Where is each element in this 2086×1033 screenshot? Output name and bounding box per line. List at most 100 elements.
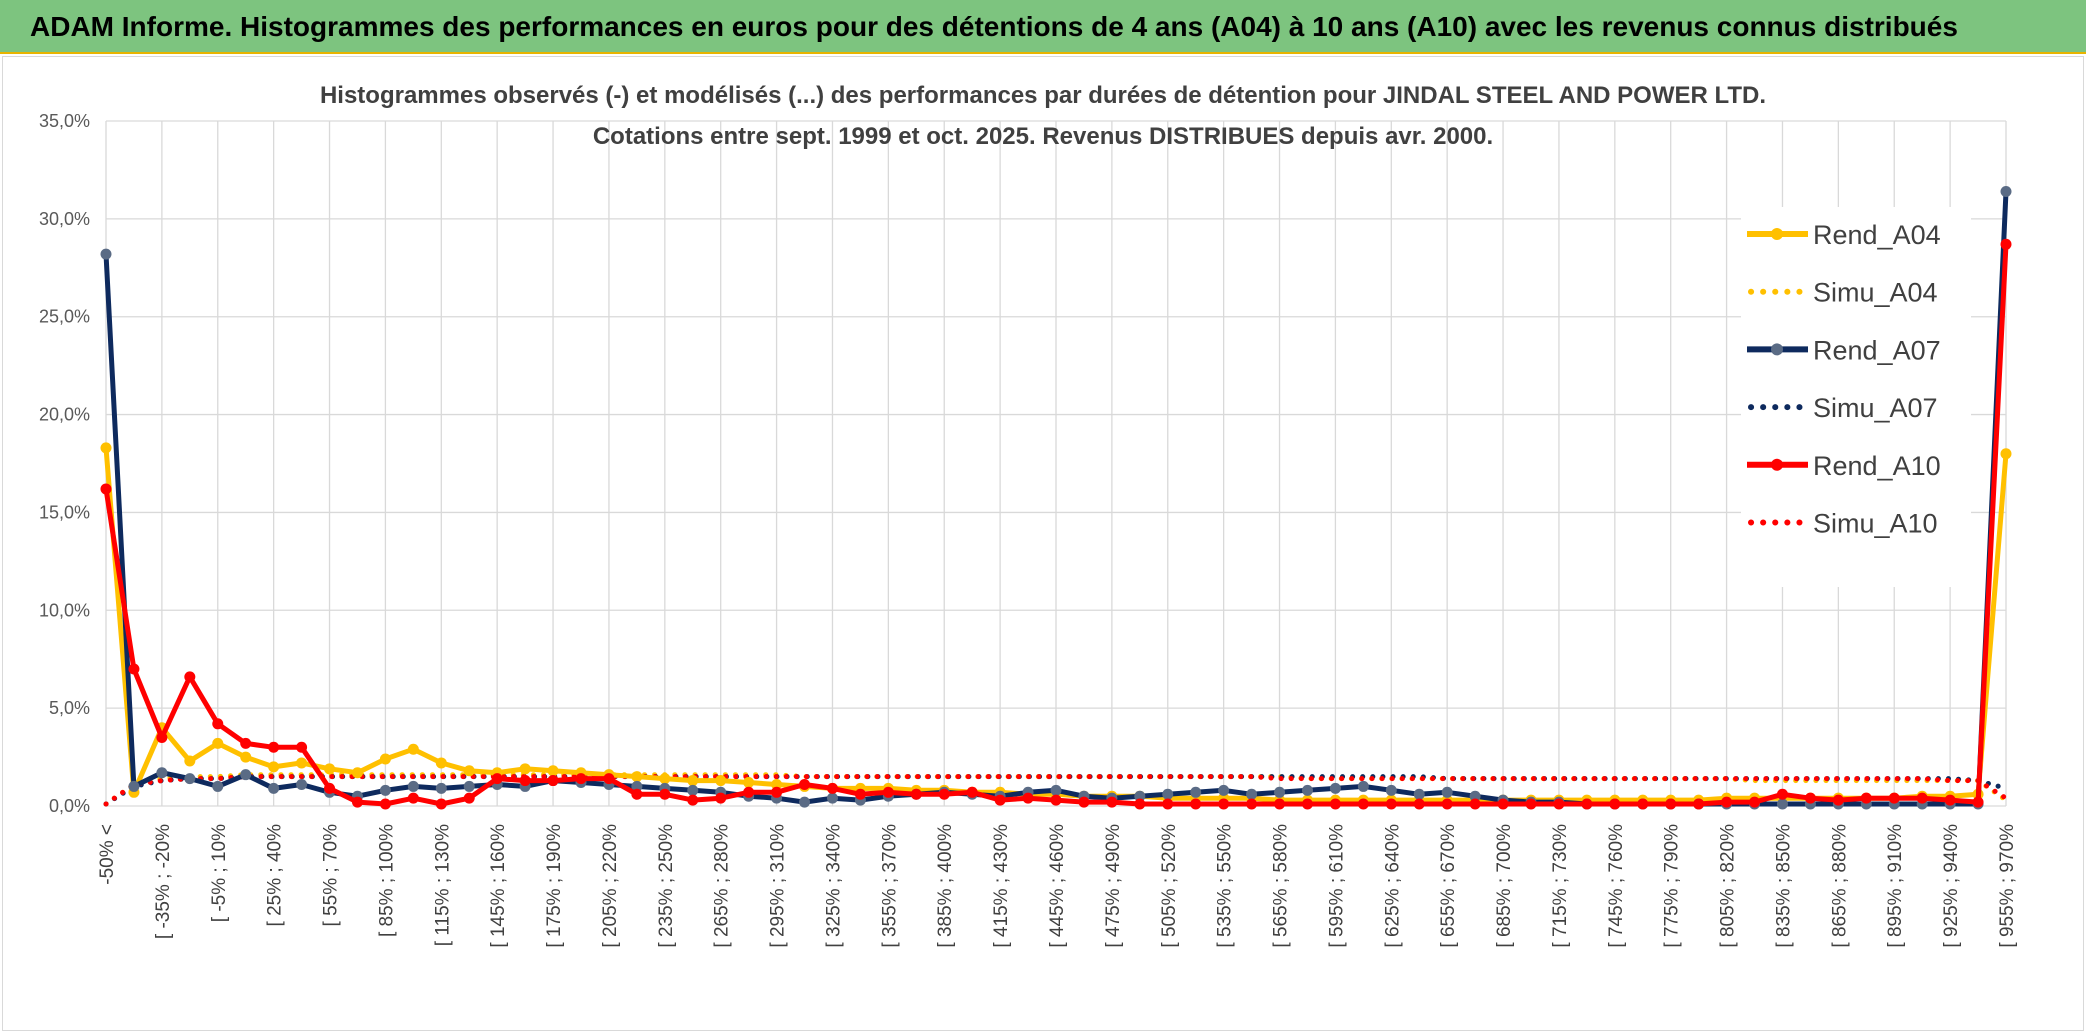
data-point [212,780,224,792]
legend-item-rend-a04: Rend_A04 [1747,220,1941,250]
legend-marker [1771,228,1783,240]
data-point [1274,786,1286,798]
report-header: ADAM Informe. Histogrammes des performan… [0,0,2086,54]
x-tick-label: [ 535% ; 550% [1215,824,1236,948]
data-point [1190,786,1202,798]
data-point [1413,798,1425,810]
data-point [1162,788,1174,800]
data-point [1581,798,1593,810]
x-tick-label: [ 85% ; 100% [376,824,397,937]
data-point [379,798,391,810]
y-tick-label: 0,0% [49,796,90,816]
x-tick-label: [ 565% ; 580% [1271,824,1292,948]
x-tick-label: [ 115% ; 130% [432,824,453,946]
data-point [1329,782,1341,794]
x-tick-label: [ 265% ; 280% [712,824,733,948]
chart-title-line-2: Cotations entre sept. 1999 et oct. 2025.… [593,123,1493,150]
y-tick-label: 10,0% [39,600,90,620]
data-point [156,732,168,743]
data-point [799,796,811,808]
data-point [687,784,699,796]
data-point [1301,784,1313,796]
data-point [407,780,419,792]
x-tick-label: [ 775% ; 790% [1662,824,1683,948]
chart-legend: Rend_A04 Simu_A04 Rend_A07 Simu_A07 Rend_A10… [1741,207,1971,587]
x-tick-label: [ 685% ; 700% [1494,824,1515,948]
data-point [547,765,559,777]
x-tick-label: [ 955% ; 970% [1997,824,2018,948]
legend-label: Rend_A10 [1813,451,1941,481]
data-point [1218,798,1230,810]
data-point [100,483,112,495]
x-tick-label: -50% < [97,824,118,885]
data-point [2000,448,2012,460]
x-tick-label: [ 655% ; 670% [1438,824,1459,948]
data-point [128,663,140,675]
data-point [519,775,531,787]
y-tick-label: 35,0% [39,111,90,131]
data-point [715,775,727,787]
y-axis: 0,0% 5,0% 10,0% 15,0% 20,0% 25,0% 30,0% 35,0% [39,111,90,816]
data-point [100,248,112,260]
data-point [2000,185,2012,197]
x-tick-label: [ 805% ; 820% [1718,824,1739,948]
data-point [603,773,615,785]
x-tick-label: [ 235% ; 250% [656,824,677,948]
x-tick-label: [ 505% ; 520% [1159,824,1180,948]
x-tick-label: [ 175% ; 190% [544,824,565,948]
data-point [1776,788,1788,800]
data-point [1441,786,1453,798]
x-tick-label: [ 835% ; 850% [1773,824,1794,948]
data-point [631,771,643,783]
data-point [156,767,168,779]
report-title: ADAM Informe. Histogrammes des performan… [30,11,1958,42]
data-point [994,794,1006,806]
data-point [687,794,699,806]
data-point [1776,798,1788,810]
data-point [1972,796,1984,808]
series-lines [100,185,2012,810]
data-point [743,777,755,789]
data-point [324,763,336,775]
legend-item-simu-a10: Simu_A10 [1748,509,1938,539]
data-point [379,753,391,765]
data-point [296,741,308,753]
data-point [1301,798,1313,810]
chart-title-line-1: Histogrammes observés (-) et modélisés (… [320,82,1766,109]
data-point [1804,792,1816,804]
data-point [826,782,838,794]
data-point [1246,788,1258,800]
data-point [128,780,140,792]
data-point [324,782,336,794]
data-point [771,786,783,798]
x-tick-label: [ 445% ; 460% [1047,824,1068,948]
data-point [631,780,643,792]
data-point [1469,798,1481,810]
data-point [296,778,308,790]
x-tick-label: [ -5% ; 10% [209,824,230,922]
x-tick-label: [ 745% ; 760% [1606,824,1627,948]
data-point [1050,784,1062,796]
data-point [1357,798,1369,810]
data-point [1888,792,1900,804]
data-point [1693,798,1705,810]
x-axis: -50% < [ -35% ; -20% [ -5% ; 10% [ 25% ; 40… [97,824,2018,948]
data-point [1860,792,1872,804]
legend-item-rend-a07: Rend_A07 [1747,335,1941,365]
series-rend-a10 [100,238,2012,810]
data-point [1162,798,1174,810]
data-point [491,773,503,785]
data-point [435,798,447,810]
data-point [1078,796,1090,808]
y-tick-label: 25,0% [39,307,90,327]
data-point [715,792,727,804]
x-tick-label: [ 865% ; 880% [1829,824,1850,948]
data-point [1246,798,1258,810]
data-point [882,786,894,798]
y-tick-label: 5,0% [49,698,90,718]
legend-item-simu-a04: Simu_A04 [1748,278,1938,308]
data-point [1274,798,1286,810]
data-point [1106,796,1118,808]
data-point [910,788,922,800]
data-point [100,442,112,454]
